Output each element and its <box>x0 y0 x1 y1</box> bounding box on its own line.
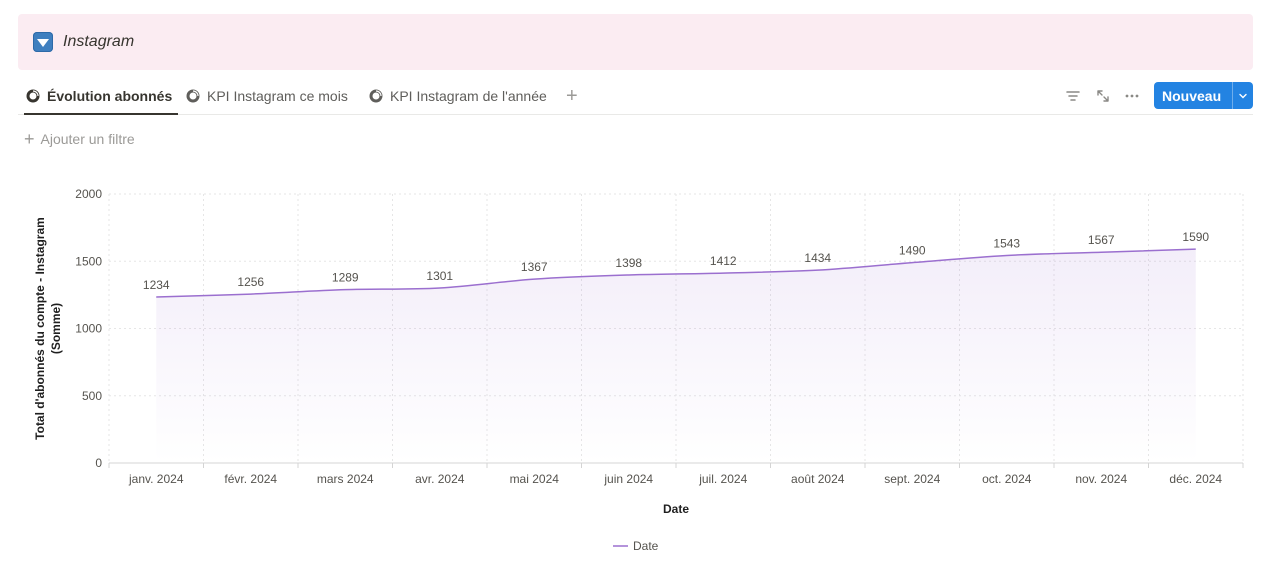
toggle-down-icon[interactable] <box>33 32 53 52</box>
tab-label: KPI Instagram ce mois <box>207 88 348 104</box>
x-tick-label: avr. 2024 <box>415 472 465 486</box>
data-label: 1412 <box>710 254 737 268</box>
banner-title: Instagram <box>63 33 135 50</box>
new-dropdown-button[interactable] <box>1233 91 1253 101</box>
new-button-divider <box>1232 82 1233 109</box>
add-filter-label: Ajouter un filtre <box>40 131 135 147</box>
instagram-toggle-block[interactable]: Instagram <box>18 14 1253 70</box>
y-tick-label: 1000 <box>75 322 102 336</box>
data-label: 1289 <box>332 271 359 285</box>
y-axis-title-unit: (Somme) <box>49 303 63 354</box>
series-line <box>156 248 1196 298</box>
data-label: 1590 <box>1182 230 1209 244</box>
data-labels: 1234 1256 1289 1301 1367 1398 1412 1434 1490 1543… <box>143 230 1210 292</box>
chart-view-icon <box>186 89 200 103</box>
tab-label: Évolution abonnés <box>47 88 173 104</box>
view-tabs: Évolution abonnés KPI Instagram ce mois … <box>18 78 1253 115</box>
y-tick-label: 1500 <box>75 254 102 268</box>
data-label: 1367 <box>521 260 548 274</box>
data-label: 1434 <box>804 251 831 265</box>
data-label: 1398 <box>615 256 642 270</box>
data-label: 1567 <box>1088 233 1115 247</box>
x-axis-ticks: janv. 2024 févr. 2024 mars 2024 avr. 2024 ma… <box>128 472 1222 486</box>
y-tick-label: 0 <box>95 456 102 470</box>
x-tick-label: déc. 2024 <box>1169 472 1222 486</box>
chart-view-icon <box>26 89 40 103</box>
x-tick-label: mai 2024 <box>510 472 560 486</box>
x-tick-label: juil. 2024 <box>698 472 747 486</box>
tab-label: KPI Instagram de l'année <box>390 88 547 104</box>
data-label: 1256 <box>237 275 264 289</box>
expand-icon <box>1097 90 1109 102</box>
x-axis-title: Date <box>663 502 689 516</box>
data-label: 1543 <box>993 236 1020 250</box>
new-button[interactable]: Nouveau <box>1154 82 1253 109</box>
tab-kpi-ce-mois[interactable]: KPI Instagram ce mois <box>186 78 348 114</box>
y-tick-label: 2000 <box>75 187 102 201</box>
add-view-button[interactable]: + <box>566 78 578 114</box>
expand-button[interactable] <box>1093 86 1113 106</box>
more-options-button[interactable] <box>1122 86 1142 106</box>
y-tick-label: 500 <box>82 389 102 403</box>
chart-view-icon <box>369 89 383 103</box>
new-button-label: Nouveau <box>1162 87 1222 104</box>
x-tick-label: mars 2024 <box>317 472 374 486</box>
plus-icon: + <box>24 129 35 149</box>
more-horizontal-icon <box>1125 94 1139 98</box>
subscribers-chart: 0 500 1000 1500 2000 janv. 2024 févr. 2024 mar… <box>33 187 1244 553</box>
filter-button[interactable] <box>1063 86 1083 106</box>
x-tick-label: oct. 2024 <box>982 472 1032 486</box>
data-label: 1490 <box>899 244 926 258</box>
plus-icon: + <box>566 84 578 107</box>
tab-kpi-annee[interactable]: KPI Instagram de l'année <box>369 78 547 114</box>
data-label: 1234 <box>143 278 170 292</box>
legend-label: Date <box>633 539 659 553</box>
x-tick-label: sept. 2024 <box>884 472 940 486</box>
tab-evolution-abonnes[interactable]: Évolution abonnés <box>23 78 179 115</box>
x-tick-label: juin 2024 <box>603 472 653 486</box>
add-filter-button[interactable]: + Ajouter un filtre <box>24 130 135 148</box>
y-axis-title: Total d'abonnés du compte - Instagram <box>33 217 47 440</box>
data-label: 1301 <box>426 269 453 283</box>
x-tick-label: août 2024 <box>791 472 845 486</box>
y-axis-ticks: 0 500 1000 1500 2000 <box>75 187 102 470</box>
series-area <box>156 249 1196 463</box>
x-tick-label: nov. 2024 <box>1075 472 1127 486</box>
filter-icon <box>1066 91 1080 101</box>
x-tick-label: janv. 2024 <box>128 472 184 486</box>
x-tick-label: févr. 2024 <box>224 472 277 486</box>
chevron-down-icon <box>1239 93 1247 98</box>
